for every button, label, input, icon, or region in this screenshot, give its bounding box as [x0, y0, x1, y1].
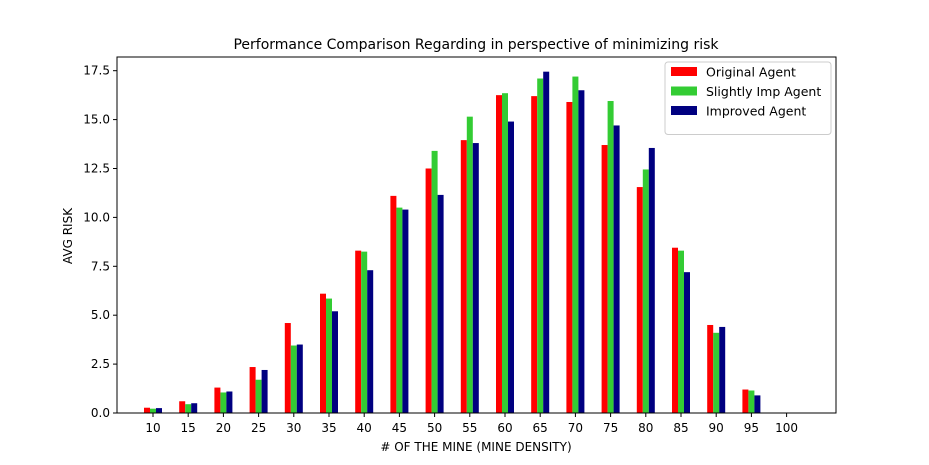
y-tick-label: 15.0: [83, 113, 110, 127]
bar-original-agent-90: [707, 324, 714, 413]
x-tick-label: 30: [286, 421, 301, 435]
bar-improved-agent-90: [719, 326, 726, 413]
bar-original-agent-40: [355, 250, 362, 413]
bar-slightly-imp-agent-80: [642, 169, 649, 413]
bar-original-agent-30: [284, 323, 291, 413]
bar-slightly-imp-agent-60: [502, 93, 508, 413]
bar-improved-agent-85: [684, 272, 690, 413]
bar-improved-agent-45: [402, 209, 409, 413]
y-axis-label: AVG RISK: [61, 207, 75, 264]
y-tick-label: 0.0: [91, 406, 110, 420]
legend-swatch: [671, 106, 697, 115]
bar-original-agent-35: [320, 293, 326, 413]
bar-slightly-imp-agent-40: [361, 251, 368, 413]
bar-slightly-imp-agent-90: [713, 332, 720, 413]
x-tick-label: 20: [216, 421, 231, 435]
y-tick-label: 2.5: [91, 357, 110, 371]
bar-slightly-imp-agent-70: [572, 76, 579, 414]
bar-original-agent-80: [636, 187, 643, 413]
bar-improved-agent-65: [543, 71, 550, 414]
legend-label: Improved Agent: [706, 104, 806, 119]
x-tick-label: 45: [392, 421, 407, 435]
bar-improved-agent-40: [367, 270, 374, 413]
x-axis: 10 15 20 25 30 35 40 45 50 55 60 65 70 75 80 85 90 95 100: [145, 413, 798, 435]
bar-slightly-imp-agent-75: [607, 101, 614, 413]
bar-improved-agent-70: [578, 90, 585, 413]
bars-layer: [144, 71, 761, 414]
legend-swatch: [671, 86, 697, 96]
x-tick-label: 15: [181, 421, 196, 435]
legend: Original Agent Slightly Imp Agent Improved…: [664, 61, 832, 135]
y-tick-label: 5.0: [91, 308, 110, 322]
plot-frame: [116, 56, 837, 414]
bar-improved-agent-15: [191, 403, 198, 413]
bar-improved-agent-80: [648, 147, 655, 413]
bar-slightly-imp-agent-55: [466, 116, 473, 414]
bar-original-agent-65: [531, 96, 538, 413]
y-tick-label: 12.5: [83, 161, 110, 175]
y-tick-label: 10.0: [83, 210, 110, 224]
legend-box: [664, 61, 832, 135]
x-tick-label: 35: [321, 421, 336, 435]
bar-improved-agent-35: [332, 311, 338, 413]
x-tick-label: 80: [638, 421, 653, 435]
bar-original-agent-20: [214, 387, 221, 413]
bar-slightly-imp-agent-35: [326, 298, 332, 413]
x-tick-label: 50: [427, 421, 442, 435]
bar-improved-agent-30: [296, 344, 303, 413]
bar-slightly-imp-agent-20: [220, 392, 227, 413]
bar-slightly-imp-agent-65: [537, 78, 544, 414]
x-tick-label: 90: [709, 421, 724, 435]
chart-title: Performance Comparison Regarding in pers…: [233, 37, 719, 53]
x-tick-label: 25: [251, 421, 266, 435]
x-tick-label: 10: [145, 421, 160, 435]
x-tick-label: 40: [357, 421, 372, 435]
bar-slightly-imp-agent-25: [255, 379, 262, 413]
bar-improved-agent-50: [437, 194, 444, 413]
bar-improved-agent-75: [613, 125, 620, 413]
bar-original-agent-10: [144, 407, 150, 413]
bar-slightly-imp-agent-45: [396, 207, 403, 413]
bar-slightly-imp-agent-10: [150, 408, 156, 413]
bar-original-agent-25: [249, 367, 256, 413]
bar-improved-agent-25: [261, 369, 268, 413]
x-tick-label: 70: [568, 421, 583, 435]
bar-original-agent-95: [742, 389, 749, 413]
bar-slightly-imp-agent-85: [678, 250, 684, 413]
x-tick-label: 100: [775, 421, 798, 435]
bar-slightly-imp-agent-95: [748, 390, 755, 413]
bar-improved-agent-60: [508, 121, 514, 414]
bar-original-agent-45: [390, 195, 397, 413]
bar-original-agent-60: [496, 95, 502, 414]
bar-slightly-imp-agent-50: [431, 150, 438, 413]
legend-label: Slightly Imp Agent: [706, 84, 821, 99]
x-tick-label: 65: [533, 421, 548, 435]
bar-slightly-imp-agent-30: [290, 345, 297, 413]
x-tick-label: 60: [497, 421, 512, 435]
legend-label: Original Agent: [706, 65, 796, 80]
bar-original-agent-50: [425, 168, 432, 413]
x-tick-label: 95: [744, 421, 759, 435]
bar-original-agent-70: [566, 101, 573, 413]
bar-improved-agent-20: [226, 391, 233, 413]
y-tick-label: 7.5: [91, 259, 110, 273]
x-tick-label: 85: [673, 421, 688, 435]
bar-original-agent-85: [672, 247, 678, 413]
bar-improved-agent-10: [156, 408, 162, 413]
y-tick-label: 17.5: [83, 64, 110, 78]
legend-swatch: [671, 67, 697, 76]
x-tick-label: 55: [462, 421, 477, 435]
bar-original-agent-75: [601, 145, 608, 413]
x-tick-label: 75: [603, 421, 618, 435]
bar-slightly-imp-agent-15: [185, 404, 192, 413]
y-axis: 0.0 2.5 5.0 7.5 10.0 12.5 15.0 17.5: [83, 64, 117, 420]
bar-improved-agent-95: [754, 395, 761, 413]
bar-improved-agent-55: [472, 143, 479, 414]
x-axis-label: # OF THE MINE (MINE DENSITY): [380, 440, 571, 454]
bar-original-agent-15: [179, 401, 186, 413]
bar-original-agent-55: [460, 140, 467, 413]
